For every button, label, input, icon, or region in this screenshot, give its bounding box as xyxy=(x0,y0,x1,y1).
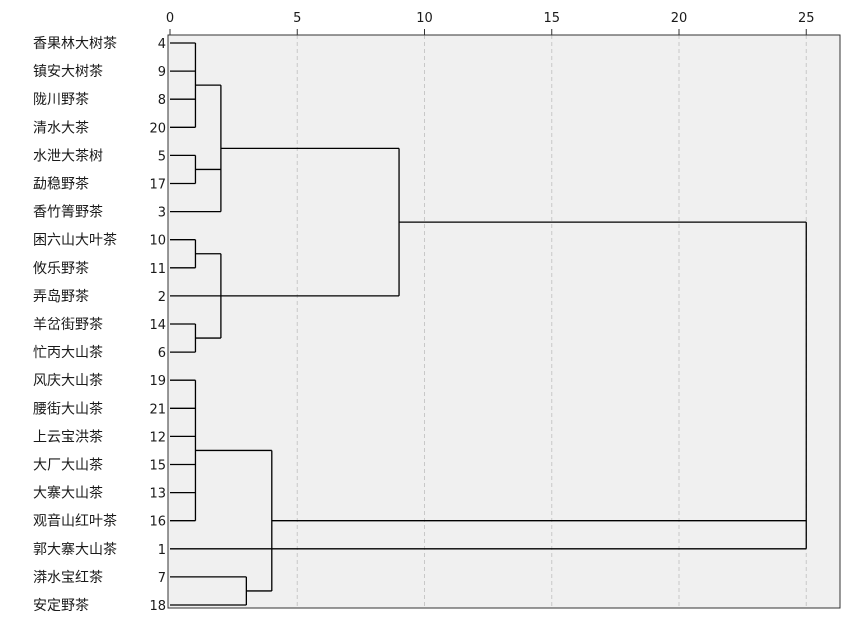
leaf-name: 郭大寨大山茶 xyxy=(33,541,117,558)
leaf-id: 14 xyxy=(149,318,166,333)
leaf-id: 5 xyxy=(158,149,166,164)
leaf-id: 6 xyxy=(158,346,166,361)
leaf-name: 勐稳野茶 xyxy=(33,177,89,193)
leaf-id: 3 xyxy=(158,206,166,221)
leaf-id: 18 xyxy=(149,599,166,614)
leaf-name: 大厂大山茶 xyxy=(33,458,103,474)
leaf-id: 9 xyxy=(158,65,166,80)
leaf-name: 漭水宝红茶 xyxy=(33,570,103,586)
leaf-id: 4 xyxy=(158,37,166,52)
leaf-id: 12 xyxy=(149,430,166,445)
leaf-id: 20 xyxy=(149,121,166,136)
leaf-name: 上云宝洪茶 xyxy=(33,429,103,445)
leaf-name: 腰街大山茶 xyxy=(33,401,103,417)
tick-label: 25 xyxy=(798,11,815,26)
leaf-id: 11 xyxy=(149,262,166,277)
dendrogram-links xyxy=(170,42,807,606)
leaf-name: 陇川野茶 xyxy=(33,92,89,108)
leaf-name: 清水大茶 xyxy=(33,120,89,136)
leaf-id: 2 xyxy=(158,290,166,305)
leaf-name: 大寨大山茶 xyxy=(33,485,103,502)
tick-label: 10 xyxy=(416,11,433,26)
leaf-name: 香竹箐野茶 xyxy=(33,205,103,221)
leaf-id: 21 xyxy=(149,402,166,417)
plot-area xyxy=(168,35,840,608)
leaf-id: 16 xyxy=(149,515,166,530)
leaf-name: 观音山红叶茶 xyxy=(33,513,117,530)
leaf-id: 10 xyxy=(149,234,166,249)
tick-label: 20 xyxy=(671,11,688,26)
leaf-id: 13 xyxy=(149,487,166,502)
leaf-id: 7 xyxy=(158,571,166,586)
leaf-name: 攸乐野茶 xyxy=(33,261,89,277)
tick-label: 5 xyxy=(293,11,301,26)
leaf-name: 忙丙大山茶 xyxy=(33,345,103,361)
leaf-name: 羊岔街野茶 xyxy=(33,317,103,333)
leaf-id: 8 xyxy=(158,93,166,108)
leaf-id: 19 xyxy=(149,374,166,389)
leaf-name: 镇安大树茶 xyxy=(33,64,103,80)
tick-label: 0 xyxy=(166,11,174,26)
leaf-name: 困六山大叶茶 xyxy=(33,233,117,249)
tick-label: 15 xyxy=(543,11,560,26)
leaf-name: 弄岛野茶 xyxy=(33,289,89,305)
leaf-name: 安定野茶 xyxy=(33,598,89,614)
leaf-id: 17 xyxy=(149,178,166,193)
leaf-id: 15 xyxy=(149,459,166,474)
leaf-name: 香果林大树茶 xyxy=(33,36,117,52)
leaf-name: 水泄大茶树 xyxy=(33,148,103,164)
x-axis-ticks: 0 5 10 15 20 25 xyxy=(166,11,815,35)
plot-frame xyxy=(167,34,841,609)
leaf-name: 风庆大山茶 xyxy=(33,373,103,389)
leaf-id: 1 xyxy=(158,543,166,558)
